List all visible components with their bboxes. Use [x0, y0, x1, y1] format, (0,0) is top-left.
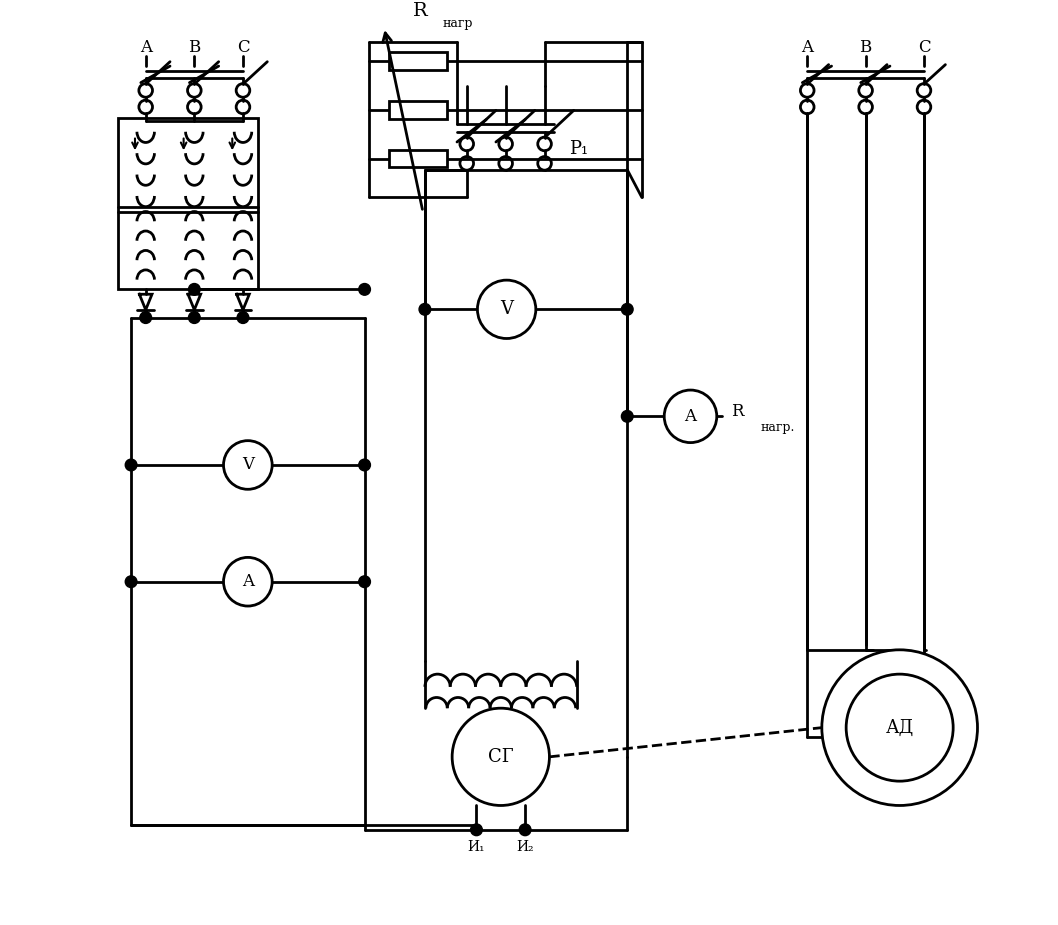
Text: A: A: [140, 40, 151, 56]
Bar: [389, 150, 448, 167]
Circle shape: [125, 459, 136, 471]
Text: R: R: [731, 403, 744, 420]
Text: C: C: [917, 40, 930, 56]
Bar: [389, 101, 448, 118]
Text: B: B: [188, 40, 200, 56]
Text: И₂: И₂: [516, 840, 534, 854]
Circle shape: [822, 650, 978, 806]
Circle shape: [223, 440, 272, 489]
Text: A: A: [242, 574, 254, 590]
Circle shape: [188, 312, 200, 324]
Bar: [389, 53, 448, 70]
Circle shape: [359, 576, 370, 587]
Text: P₁: P₁: [569, 140, 588, 158]
Circle shape: [125, 576, 136, 587]
Text: C: C: [237, 40, 250, 56]
Circle shape: [359, 459, 370, 471]
Text: И₁: И₁: [468, 840, 486, 854]
Circle shape: [664, 390, 716, 442]
Text: V: V: [242, 456, 254, 474]
Text: нагр: нагр: [442, 17, 473, 31]
Text: V: V: [500, 301, 513, 318]
Circle shape: [452, 709, 549, 806]
Text: R: R: [414, 3, 428, 20]
Circle shape: [846, 674, 953, 781]
Text: АД: АД: [886, 719, 914, 736]
Text: B: B: [859, 40, 872, 56]
Circle shape: [471, 824, 482, 835]
Circle shape: [621, 411, 633, 422]
Circle shape: [621, 303, 633, 315]
Circle shape: [223, 558, 272, 606]
Text: A: A: [685, 408, 696, 425]
Text: СГ: СГ: [488, 747, 513, 766]
Circle shape: [237, 312, 249, 324]
Text: нагр.: нагр.: [761, 421, 795, 434]
Bar: [118, 118, 257, 290]
Circle shape: [140, 312, 151, 324]
Circle shape: [477, 280, 535, 339]
Circle shape: [519, 824, 531, 835]
Circle shape: [359, 284, 370, 295]
Circle shape: [188, 284, 200, 295]
Text: A: A: [801, 40, 814, 56]
Circle shape: [419, 303, 431, 315]
